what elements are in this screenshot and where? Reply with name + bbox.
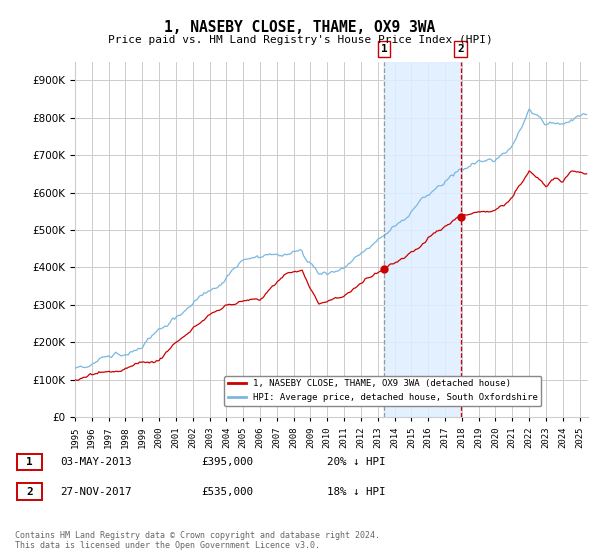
Text: 03-MAY-2013: 03-MAY-2013	[60, 457, 131, 467]
Text: 18% ↓ HPI: 18% ↓ HPI	[327, 487, 386, 497]
Text: Contains HM Land Registry data © Crown copyright and database right 2024.
This d: Contains HM Land Registry data © Crown c…	[15, 531, 380, 550]
Text: 20% ↓ HPI: 20% ↓ HPI	[327, 457, 386, 467]
Text: 2: 2	[457, 44, 464, 54]
Text: 1: 1	[26, 457, 33, 467]
Text: £395,000: £395,000	[201, 457, 253, 467]
FancyBboxPatch shape	[17, 483, 42, 500]
Text: 1, NASEBY CLOSE, THAME, OX9 3WA: 1, NASEBY CLOSE, THAME, OX9 3WA	[164, 20, 436, 35]
Text: £535,000: £535,000	[201, 487, 253, 497]
Text: Price paid vs. HM Land Registry's House Price Index (HPI): Price paid vs. HM Land Registry's House …	[107, 35, 493, 45]
FancyBboxPatch shape	[17, 454, 42, 470]
Text: 1: 1	[380, 44, 388, 54]
Bar	[384, 62, 461, 417]
Text: 2: 2	[26, 487, 33, 497]
Text: 27-NOV-2017: 27-NOV-2017	[60, 487, 131, 497]
Legend: 1, NASEBY CLOSE, THAME, OX9 3WA (detached house), HPI: Average price, detached h: 1, NASEBY CLOSE, THAME, OX9 3WA (detache…	[224, 376, 541, 405]
